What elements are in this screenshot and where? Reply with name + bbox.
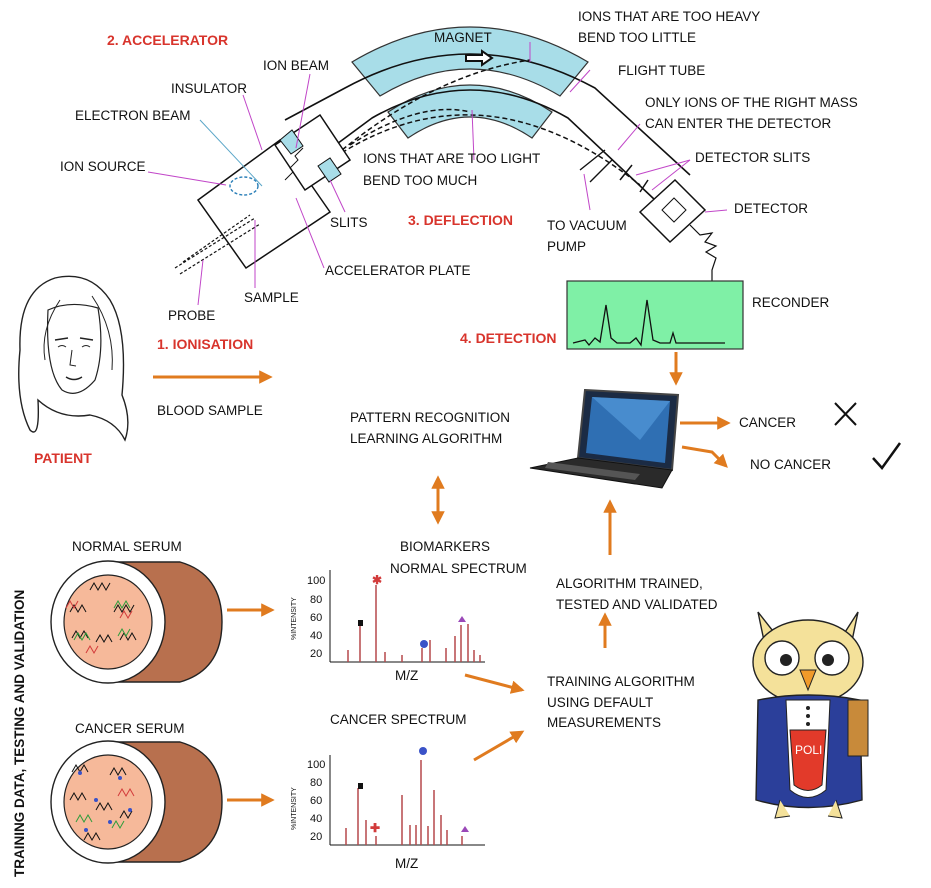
step-accelerator: 2. ACCELERATOR [107, 32, 228, 48]
normal-serum-vessel [50, 560, 223, 684]
x-axis-label: M/Z [395, 668, 418, 683]
recorder-trace [572, 299, 725, 347]
y-tick-label: 20 [310, 831, 322, 843]
y-tick-label: 80 [310, 594, 322, 606]
spectrum-peaks [345, 760, 463, 845]
normal-spectrum-chart: 100 80 60 40 20 %INTENSITY M/Z ✱ [291, 570, 485, 683]
vacuum-label-1: TO VACUUM [547, 218, 627, 233]
vacuum-label-2: PUMP [547, 239, 586, 254]
cancer-serum-vessel [50, 740, 223, 864]
vacuum-pump-port [579, 149, 613, 183]
y-axis-label: %INTENSITY [291, 597, 298, 640]
y-axis-label: %INTENSITY [291, 787, 298, 830]
pattern-label-2: LEARNING ALGORITHM [350, 431, 502, 446]
pattern-label-1: PATTERN RECOGNITION [350, 410, 510, 425]
no-cancer-arrow [681, 445, 728, 468]
patient-label: PATIENT [34, 450, 92, 466]
cancer-spectrum-to-training-arrow [473, 730, 525, 762]
detector-slits-label: DETECTOR SLITS [695, 150, 810, 165]
magnet-lower [387, 84, 553, 139]
light-ions-label-2: BEND TOO MUCH [363, 173, 477, 188]
y-tick-label: 60 [310, 612, 322, 624]
x-axis-label: M/Z [395, 856, 418, 871]
probe [174, 214, 261, 275]
electron-beam-label: ELECTRON BEAM [75, 108, 191, 123]
detector-slits [619, 164, 649, 193]
step-ionisation: 1. IONISATION [157, 336, 253, 352]
ion-source-label: ION SOURCE [60, 159, 146, 174]
step-detection: 4. DETECTION [460, 330, 556, 346]
y-tick-label: 100 [307, 759, 325, 771]
heavy-ions-label-2: BEND TOO LITTLE [578, 30, 696, 45]
magnet-label: MAGNET [434, 30, 492, 45]
spectrum-peaks [347, 585, 481, 662]
no-cancer-label: NO CANCER [750, 457, 831, 472]
check-mark-icon [872, 442, 902, 470]
recorder-label: RECONDER [752, 295, 830, 310]
normal-serum-label: NORMAL SERUM [72, 539, 182, 554]
detector-wire [689, 224, 718, 282]
heavy-ions-label-1: IONS THAT ARE TOO HEAVY [578, 9, 760, 24]
y-tick-label: 40 [310, 813, 322, 825]
accelerator-plate-label: ACCELERATOR PLATE [325, 263, 471, 278]
accelerator-plate [284, 147, 304, 181]
cancer-spectrum-label: CANCER SPECTRUM [330, 712, 467, 727]
trained-label-2: TESTED AND VALIDATED [556, 597, 718, 612]
light-ions-label-1: IONS THAT ARE TOO LIGHT [363, 151, 540, 166]
laptop [529, 388, 680, 489]
owl-mascot: POLI [752, 611, 869, 819]
flight-tube-label: FLIGHT TUBE [618, 63, 705, 78]
sample-label: SAMPLE [244, 290, 299, 305]
patient-portrait [18, 275, 129, 442]
y-tick-label: 40 [310, 630, 322, 642]
training-label-1: TRAINING ALGORITHM [547, 674, 695, 689]
right-mass-label-2: CAN ENTER THE DETECTOR [645, 116, 832, 131]
trained-label-1: ALGORITHM TRAINED, [556, 576, 703, 591]
svg-text:✱: ✱ [372, 573, 382, 587]
ion-beam-label: ION BEAM [263, 58, 329, 73]
biomarkers-label-1: BIOMARKERS [400, 539, 490, 554]
detector-label: DETECTOR [734, 201, 808, 216]
light-ion-path [349, 108, 471, 146]
slits-label: SLITS [330, 215, 368, 230]
cancer-spectrum-chart: 100 80 60 40 20 %INTENSITY M/Z ✚ [291, 747, 485, 871]
mass-spectrometer [147, 26, 728, 306]
heavy-ion-path [329, 59, 531, 161]
cancer-label: CANCER [739, 415, 796, 430]
x-mark-icon [834, 402, 857, 426]
slit-block [317, 157, 342, 183]
ionisation-chamber [229, 176, 259, 196]
cancer-serum-label: CANCER SERUM [75, 721, 185, 736]
y-tick-label: 80 [310, 777, 322, 789]
right-mass-label-1: ONLY IONS OF THE RIGHT MASS [645, 95, 858, 110]
recorder [566, 280, 744, 350]
probe-label: PROBE [168, 308, 215, 323]
normal-spectrum-to-training-arrow [464, 673, 525, 694]
y-tick-label: 100 [307, 575, 325, 587]
blood-sample-label: BLOOD SAMPLE [157, 403, 263, 418]
insulator-block [279, 129, 304, 155]
svg-text:✚: ✚ [370, 821, 380, 835]
insulator-label: INSULATOR [171, 81, 247, 96]
step-deflection: 3. DEFLECTION [408, 212, 513, 228]
y-tick-label: 60 [310, 795, 322, 807]
flight-tube-inner [317, 89, 656, 201]
biomarkers-label-2: NORMAL SPECTRUM [390, 561, 527, 576]
y-tick-label: 20 [310, 648, 322, 660]
training-label-3: MEASUREMENTS [547, 715, 661, 730]
leader-lines [147, 42, 728, 306]
training-label-2: USING DEFAULT [547, 695, 653, 710]
beam-arrow [465, 49, 494, 67]
detector-element [661, 197, 687, 223]
training-data-side-label: TRAINING DATA, TESTING AND VALIDATION [12, 590, 27, 877]
mascot-badge: POLI [795, 743, 822, 757]
